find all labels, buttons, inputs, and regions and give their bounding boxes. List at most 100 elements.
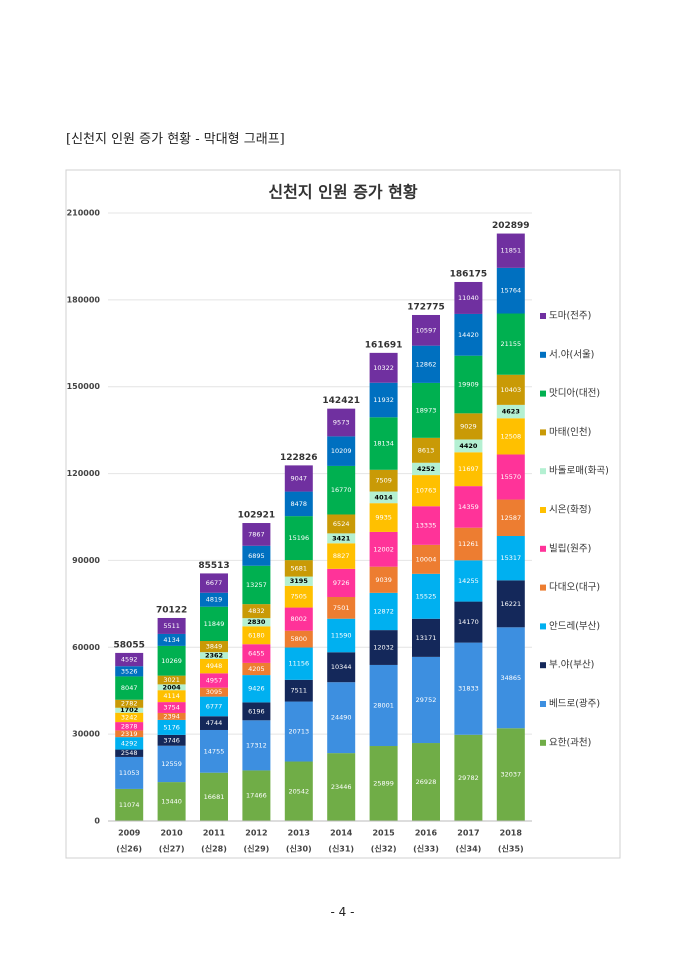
x-tick-label: 2013 <box>288 829 310 838</box>
bar-segment <box>454 734 483 821</box>
segment-label: 12872 <box>373 607 394 615</box>
segment-label: 3195 <box>290 577 309 585</box>
bar-segment <box>157 645 186 676</box>
legend-swatch <box>540 390 546 397</box>
bar-segment <box>369 382 398 418</box>
segment-label: 18134 <box>373 440 394 448</box>
legend-label: 안드레(부산) <box>549 621 600 632</box>
bar-segment <box>157 617 186 634</box>
segment-label: 3421 <box>332 534 351 542</box>
segment-label: 31833 <box>458 685 479 693</box>
segment-label: 11849 <box>204 620 225 628</box>
bar-segment <box>412 314 440 346</box>
total-label: 85513 <box>198 561 229 571</box>
segment-label: 11932 <box>373 396 394 404</box>
segment-label: 13171 <box>416 634 437 642</box>
bar-segment <box>242 565 271 605</box>
segment-label: 3746 <box>163 736 180 744</box>
segment-label: 4252 <box>417 465 435 473</box>
segment-label: 4744 <box>206 719 223 727</box>
segment-label: 12002 <box>373 545 394 553</box>
legend-swatch <box>540 468 546 475</box>
bar-segment <box>369 664 398 747</box>
bar-segment <box>242 618 271 627</box>
bar-segment <box>115 707 144 713</box>
x-tick-sublabel: (신28) <box>201 844 227 854</box>
segment-label: 4292 <box>121 739 138 747</box>
bar-segment <box>454 642 483 735</box>
bar-segment <box>200 652 228 659</box>
legend-swatch <box>540 313 546 319</box>
bar-segment <box>327 682 356 754</box>
bar-segment <box>157 690 186 703</box>
legend-swatch <box>540 584 546 591</box>
bar-segment <box>327 514 356 534</box>
legend-swatch <box>540 662 546 669</box>
bar-segment <box>157 712 186 720</box>
bar-segment <box>284 465 313 492</box>
segment-label: 8002 <box>291 615 308 623</box>
segment-label: 10209 <box>331 447 352 455</box>
bar-segment <box>284 701 313 762</box>
segment-label: 9935 <box>375 514 392 522</box>
bar-segment <box>115 722 144 731</box>
bar-segment <box>115 676 144 700</box>
segment-label: 2878 <box>121 722 138 730</box>
bar-segment <box>115 666 144 677</box>
bar-segment <box>284 585 313 608</box>
segment-label: 24490 <box>331 714 352 722</box>
y-tick-label: 90000 <box>72 556 100 565</box>
x-tick-sublabel: (신34) <box>455 844 481 854</box>
segment-label: 13335 <box>416 522 437 530</box>
bar-segment <box>327 753 356 821</box>
segment-label: 20713 <box>288 728 309 736</box>
legend-label: 맛디아(대전) <box>549 388 600 399</box>
bar-segment <box>454 413 483 440</box>
y-tick-label: 0 <box>94 817 100 826</box>
x-tick-sublabel: (신29) <box>243 844 269 854</box>
bar-segment <box>157 684 186 691</box>
bar-segment <box>496 233 525 268</box>
segment-label: 10763 <box>416 487 437 495</box>
bar-segment <box>200 573 228 593</box>
legend-label: 마태(인천) <box>549 427 591 438</box>
bar-segment <box>327 596 356 619</box>
bar-segment <box>327 618 356 653</box>
segment-label: 3021 <box>163 676 180 684</box>
bar-segment <box>496 728 525 821</box>
bar-segment <box>412 573 440 619</box>
segment-label: 11053 <box>119 769 140 777</box>
segment-label: 6777 <box>206 702 223 710</box>
segment-label: 11074 <box>119 801 140 809</box>
bar-segment <box>412 345 440 383</box>
bar-segment <box>496 374 525 405</box>
bar-segment <box>496 267 525 314</box>
segment-label: 4134 <box>163 636 180 644</box>
bar-segment <box>157 719 186 735</box>
x-tick-label: 2015 <box>372 829 395 838</box>
segment-label: 14255 <box>458 577 479 585</box>
segment-label: 5176 <box>163 723 180 731</box>
x-tick-label: 2018 <box>500 829 523 838</box>
page-number: - 4 - <box>330 905 355 919</box>
legend-label: 빌립(원주) <box>549 542 591 554</box>
segment-label: 6196 <box>248 707 265 715</box>
bar-segment <box>369 352 398 383</box>
bar-segment <box>242 644 271 663</box>
total-label: 142421 <box>322 396 360 406</box>
segment-label: 14420 <box>458 331 479 339</box>
segment-label: 14359 <box>458 503 479 511</box>
segment-label: 15570 <box>500 473 521 481</box>
x-tick-label: 2017 <box>457 829 479 838</box>
bar-segment <box>327 543 356 569</box>
segment-label: 12559 <box>161 760 182 768</box>
legend-label: 다대오(대구) <box>549 582 600 593</box>
segment-label: 9573 <box>333 419 350 427</box>
segment-label: 13440 <box>161 798 182 806</box>
bar-segment <box>284 576 313 586</box>
segment-label: 4420 <box>459 442 478 450</box>
segment-label: 11040 <box>458 294 479 302</box>
bar-segment <box>115 749 144 757</box>
bar-segment <box>412 656 440 744</box>
segment-label: 10322 <box>373 364 394 372</box>
